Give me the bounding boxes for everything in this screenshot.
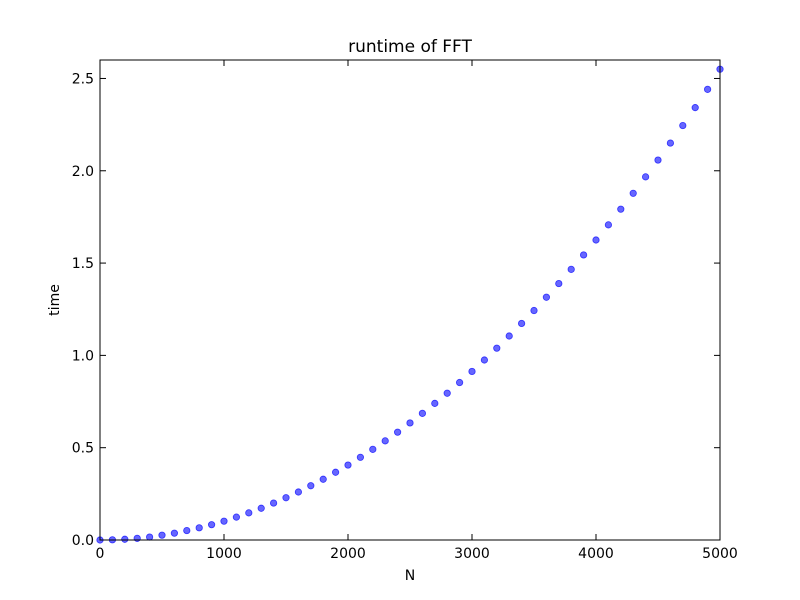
x-tick-label: 3000 [454, 546, 490, 562]
x-axis-label: N [405, 568, 415, 584]
data-point [431, 399, 439, 407]
y-tick-label: 0.5 [72, 441, 94, 457]
data-point [493, 344, 501, 352]
data-point [257, 504, 265, 512]
data-points [96, 65, 724, 544]
data-point [344, 461, 352, 469]
data-point [133, 534, 141, 542]
data-point [679, 121, 687, 130]
y-axis-ticks: 0.0 0.5 1.0 1.5 2.0 2.5 [72, 71, 720, 549]
data-point [555, 279, 563, 288]
y-axis-label: time [47, 284, 63, 316]
data-point [480, 356, 488, 364]
data-point [542, 293, 551, 301]
x-tick-label: 1000 [206, 546, 242, 562]
data-point [505, 332, 513, 340]
data-point [170, 529, 178, 537]
x-tick-label: 5000 [702, 546, 738, 562]
data-point [567, 265, 575, 273]
data-point [641, 173, 650, 181]
data-point [369, 445, 377, 453]
y-tick-label: 2.5 [72, 71, 94, 87]
data-point [331, 468, 340, 476]
data-point [455, 378, 464, 387]
data-point [158, 531, 166, 539]
y-tick-label: 1.0 [72, 348, 94, 364]
data-point [282, 494, 290, 502]
data-point [393, 428, 402, 436]
data-point [406, 419, 414, 427]
data-point [418, 409, 426, 417]
data-point [530, 306, 538, 315]
data-point [269, 499, 278, 507]
data-point [381, 437, 389, 445]
data-point [121, 535, 129, 543]
plot-frame [99, 59, 721, 541]
y-tick-label: 1.5 [72, 256, 94, 272]
data-point [629, 189, 637, 197]
data-point [356, 453, 364, 461]
x-axis-ticks: 0 1000 2000 3000 4000 5000 [96, 60, 738, 562]
x-tick-label: 2000 [330, 546, 366, 562]
data-point [319, 475, 327, 483]
data-point [443, 389, 451, 397]
y-tick-label: 0.0 [72, 533, 94, 549]
data-point [294, 488, 302, 496]
data-point [195, 524, 203, 532]
x-tick-label: 0 [96, 546, 105, 562]
data-point [183, 526, 191, 535]
data-point [208, 521, 216, 529]
data-point [232, 513, 240, 521]
data-point [617, 205, 625, 213]
y-tick-label: 2.0 [72, 164, 94, 180]
data-point [517, 319, 526, 328]
data-point [307, 482, 315, 490]
data-point [654, 156, 662, 164]
data-point [592, 236, 600, 244]
data-point [146, 533, 154, 541]
chart-title: runtime of FFT [348, 37, 472, 57]
data-point [666, 139, 675, 147]
data-point [579, 251, 588, 259]
data-point [468, 367, 476, 376]
data-point [220, 517, 228, 525]
x-tick-label: 4000 [578, 546, 614, 562]
data-point [703, 85, 712, 93]
data-point [604, 221, 613, 229]
data-point [245, 509, 253, 517]
data-point [691, 104, 699, 112]
